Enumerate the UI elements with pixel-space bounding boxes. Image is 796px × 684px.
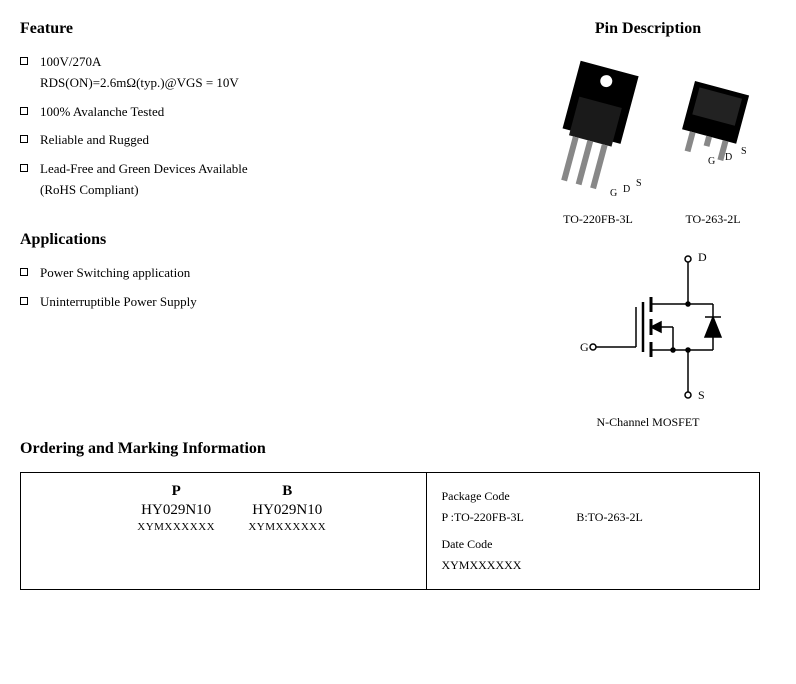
part-date: XYMXXXXXX — [137, 521, 215, 533]
schematic-caption: N-Channel MOSFET — [520, 415, 776, 430]
package-image-to263: G D S — [668, 52, 758, 202]
bullet-icon — [20, 164, 28, 172]
part-name: HY029N10 — [137, 502, 215, 519]
ordering-heading: Ordering and Marking Information — [20, 440, 776, 458]
applications-heading: Applications — [20, 231, 520, 249]
part-name: HY029N10 — [248, 502, 326, 519]
pin-description-heading: Pin Description — [520, 20, 776, 38]
part-date: XYMXXXXXX — [248, 521, 326, 533]
application-item: Power Switching application — [40, 263, 190, 284]
part-suffix: P — [137, 483, 215, 500]
bullet-icon — [20, 268, 28, 276]
date-code-label: Date Code — [441, 537, 745, 552]
package-image-to220: G D S — [538, 52, 658, 202]
pin-label-s: S — [636, 178, 642, 189]
schematic-pin-s: S — [698, 388, 705, 402]
ordering-part: P HY029N10 XYMXXXXXX — [137, 483, 215, 533]
package-code-b: B:TO-263-2L — [576, 510, 642, 525]
date-code-value: XYMXXXXXX — [441, 558, 745, 573]
application-item: Uninterruptible Power Supply — [40, 292, 197, 313]
feature-item: Lead-Free and Green Devices Available (R… — [40, 159, 248, 201]
bullet-icon — [20, 297, 28, 305]
pin-label-d: D — [725, 152, 732, 163]
pin-label-g: G — [708, 156, 715, 167]
ordering-table: P HY029N10 XYMXXXXXX B HY029N10 XYMXXXXX… — [20, 472, 760, 590]
pin-label-s: S — [741, 146, 747, 157]
feature-item: 100% Avalanche Tested — [40, 102, 164, 123]
package-code-label: Package Code — [441, 489, 745, 504]
bullet-icon — [20, 107, 28, 115]
package-caption: TO-220FB-3L — [538, 212, 658, 227]
ordering-part: B HY029N10 XYMXXXXXX — [248, 483, 326, 533]
mosfet-schematic: D G S — [558, 247, 738, 407]
package-caption: TO-263-2L — [668, 212, 758, 227]
bullet-icon — [20, 57, 28, 65]
schematic-pin-d: D — [698, 250, 707, 264]
pin-label-d: D — [623, 184, 630, 195]
feature-list: 100V/270A RDS(ON)=2.6mΩ(typ.)@VGS = 10V … — [20, 52, 520, 201]
applications-list: Power Switching application Uninterrupti… — [20, 263, 520, 313]
package-images: G D S TO-220FB-3L G D S — [520, 52, 776, 227]
bullet-icon — [20, 135, 28, 143]
pin-label-g: G — [610, 188, 617, 199]
feature-heading: Feature — [20, 20, 520, 38]
feature-item: 100V/270A RDS(ON)=2.6mΩ(typ.)@VGS = 10V — [40, 52, 239, 94]
feature-item: Reliable and Rugged — [40, 130, 149, 151]
package-code-p: P :TO-220FB-3L — [441, 510, 523, 524]
part-suffix: B — [248, 483, 326, 500]
schematic-pin-g: G — [580, 340, 589, 354]
